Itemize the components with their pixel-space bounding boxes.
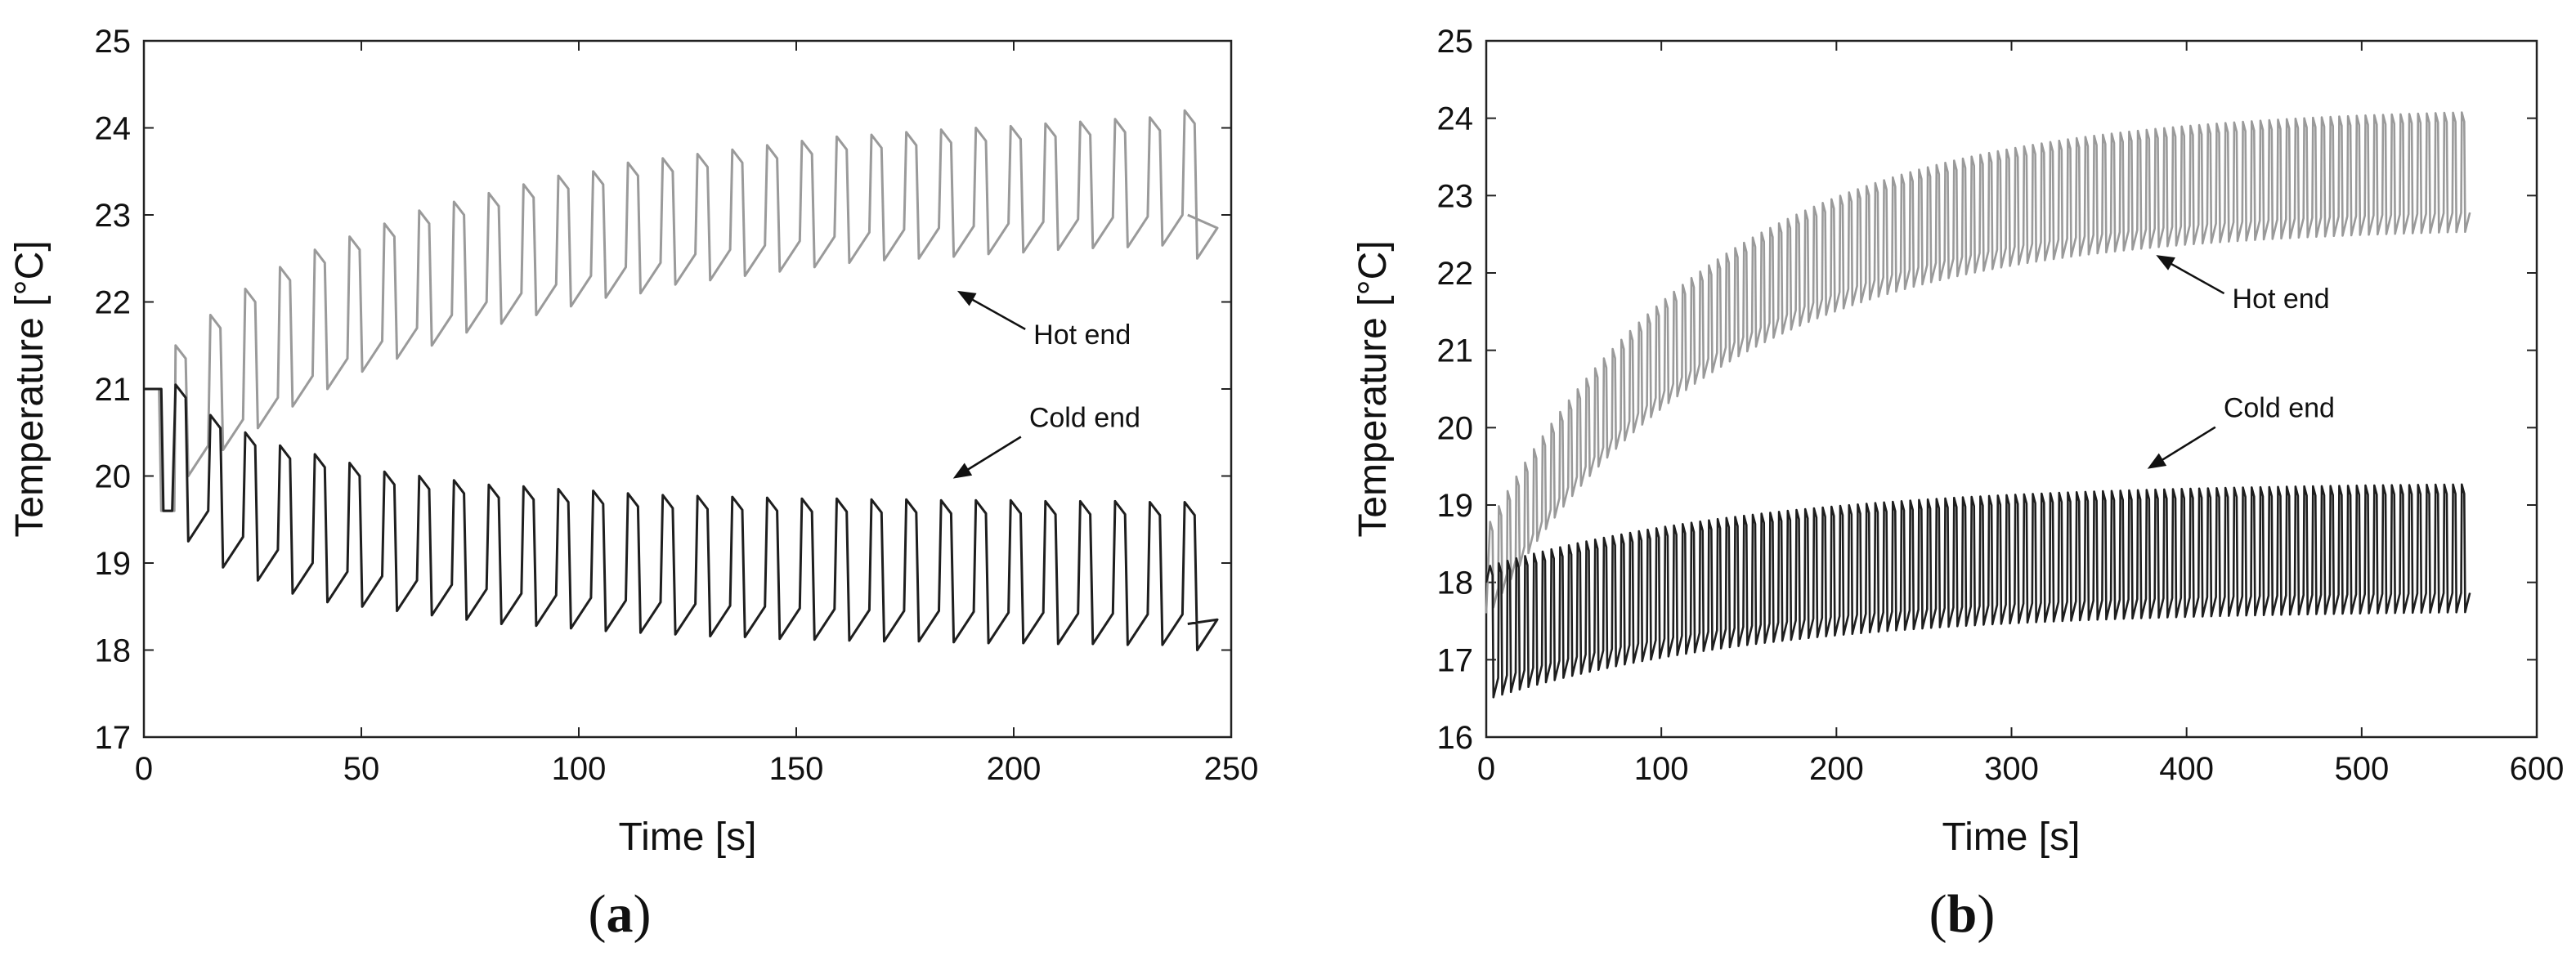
x-tick-label: 100 — [1634, 751, 1689, 787]
y-tick-label: 22 — [1437, 256, 1474, 292]
series-line-cold — [1485, 483, 2471, 699]
annotation-hot-end: Hot end — [1033, 320, 1131, 351]
annotation-hot-end: Hot end — [2233, 284, 2330, 315]
x-tick-label: 0 — [135, 751, 153, 787]
x-tick-label: 50 — [343, 751, 380, 787]
panel-label-b: (b) — [1929, 884, 1996, 944]
series-lines-b — [1485, 111, 2471, 699]
y-tick-label: 20 — [95, 459, 132, 495]
x-tick-label: 250 — [1204, 751, 1259, 787]
series-line-cold — [144, 383, 1219, 651]
chart-panel-a: 0 50 100 150 200 250 17 18 19 20 21 22 23 24 25 Hot en… — [8, 24, 1258, 944]
x-tick-label: 0 — [1477, 751, 1495, 787]
y-tick-label: 23 — [1437, 178, 1474, 214]
y-tick-label: 24 — [1437, 101, 1474, 137]
annotation-arrowhead-cold — [952, 463, 973, 479]
annotation-arrowhead-hot — [956, 290, 977, 306]
y-tick-label: 21 — [95, 372, 132, 408]
x-tick-label: 400 — [2159, 751, 2214, 787]
y-tick-label: 21 — [1437, 333, 1474, 369]
annotation-arrowhead-cold — [2147, 453, 2167, 469]
chart-panel-b: 0 100 200 300 400 500 60016171819202122232425 … — [1351, 24, 2564, 944]
x-tick-label: 300 — [1984, 751, 2039, 787]
y-tick-label: 20 — [1437, 410, 1474, 446]
ticks-b: 0 100 200 300 400 500 600 16 17 18 19 20 21 22 23 24 25 — [1437, 24, 2565, 787]
y-tick-label: 17 — [1437, 642, 1474, 678]
y-tick-label: 19 — [95, 546, 132, 582]
panel-letter-a: a — [607, 884, 634, 944]
annotations-b: Hot end Cold end — [2147, 255, 2335, 469]
annotation-cold-end: Cold end — [2224, 393, 2335, 424]
x-axis-title-a: Time [s] — [619, 816, 757, 859]
x-tick-label: 200 — [1809, 751, 1864, 787]
series-line-hot — [1485, 111, 2471, 614]
series-lines-a — [144, 109, 1219, 651]
x-tick-label: 500 — [2334, 751, 2389, 787]
panel-label-a: (a) — [589, 884, 652, 944]
series-line-hot — [144, 109, 1219, 512]
annotation-arrow-cold — [965, 436, 1022, 472]
y-tick-label: 18 — [1437, 565, 1474, 601]
x-tick-label: 200 — [987, 751, 1042, 787]
x-tick-label: 150 — [769, 751, 824, 787]
x-tick-label: 600 — [2510, 751, 2565, 787]
x-tick-label: 100 — [552, 751, 607, 787]
annotations-a: Hot end Cold end — [952, 290, 1140, 479]
y-tick-label: 16 — [1437, 720, 1474, 756]
y-tick-label: 19 — [1437, 488, 1474, 524]
panel-letter-b: b — [1947, 884, 1978, 944]
plot-frame-a — [142, 39, 1233, 739]
y-tick-label: 17 — [95, 720, 132, 756]
annotation-arrow-hot — [2167, 261, 2225, 295]
y-tick-label: 25 — [95, 24, 132, 60]
annotation-arrowhead-hot — [2156, 255, 2175, 270]
x-axis-title-b: Time [s] — [1942, 816, 2081, 859]
y-tick-label: 24 — [95, 111, 132, 147]
annotation-arrow-hot — [969, 297, 1026, 330]
ticks-a: 0 50 100 150 200 250 17 18 19 20 21 22 23 24 25 — [95, 24, 1259, 787]
annotation-arrow-cold — [2159, 426, 2216, 463]
annotation-cold-end: Cold end — [1029, 403, 1140, 434]
y-axis-title-b: Temperature [°C] — [1351, 240, 1395, 537]
y-axis-title-a: Temperature [°C] — [8, 240, 52, 537]
y-tick-label: 23 — [95, 198, 132, 234]
plot-frame-b — [1485, 39, 2538, 739]
y-tick-label: 22 — [95, 285, 132, 321]
y-tick-label: 25 — [1437, 24, 1474, 60]
y-tick-label: 18 — [95, 633, 132, 669]
